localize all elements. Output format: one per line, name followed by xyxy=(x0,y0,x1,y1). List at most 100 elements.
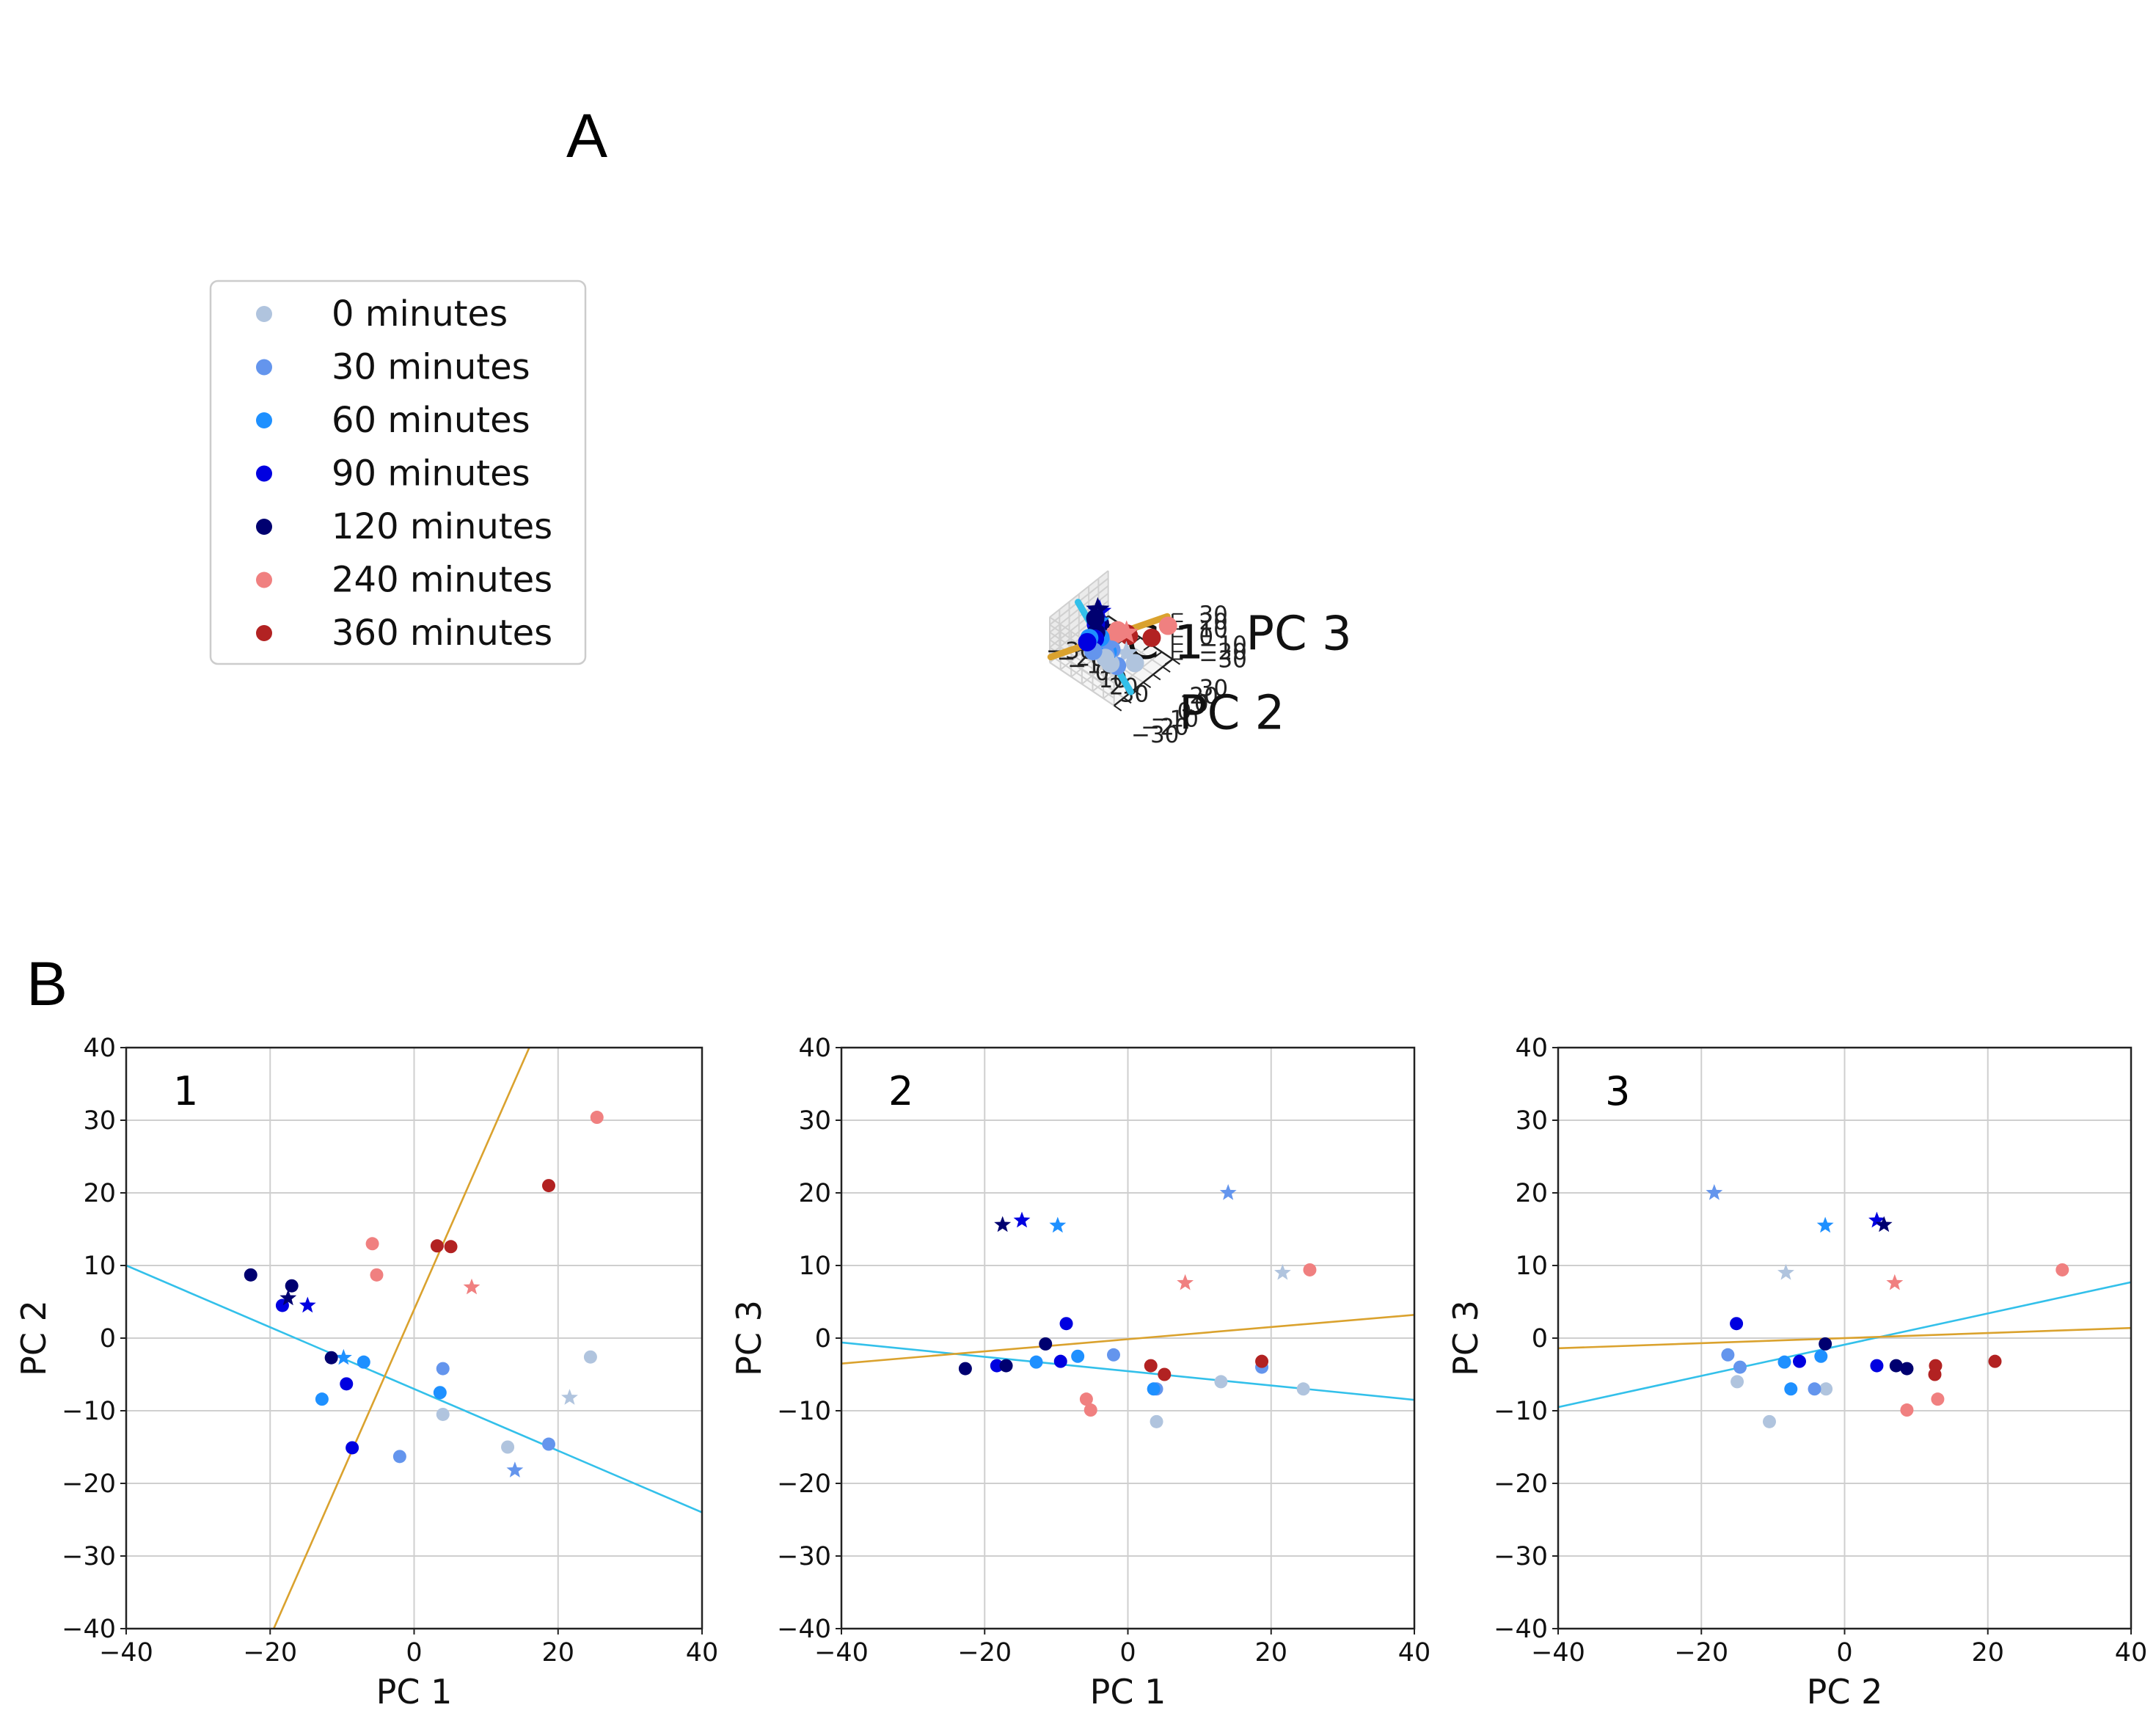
pc2-tick-label: −10 xyxy=(1151,706,1199,733)
legend-label: 240 minutes xyxy=(332,560,552,601)
pc3-tick-label: −10 xyxy=(1199,632,1246,658)
pc3-tick-label: −20 xyxy=(1199,639,1246,665)
y-tick-label: −30 xyxy=(62,1542,116,1571)
pc3-tick-label: 20 xyxy=(1199,609,1227,635)
data-point xyxy=(1158,1367,1172,1381)
pc3-tick-label: 30 xyxy=(1199,602,1227,628)
legend-label: 60 minutes xyxy=(332,400,530,441)
legend-marker xyxy=(256,571,272,588)
data-point-star xyxy=(1086,596,1110,620)
data-point xyxy=(392,1450,406,1464)
pc-line-gold xyxy=(1558,1326,2131,1350)
legend-marker xyxy=(256,306,272,322)
data-point xyxy=(285,1279,299,1293)
x-tick-label: 40 xyxy=(686,1638,719,1668)
x-tick-label: 0 xyxy=(406,1638,422,1668)
data-point xyxy=(244,1268,257,1282)
data-point-star xyxy=(335,1348,352,1365)
data-point xyxy=(1039,1337,1053,1351)
data-point xyxy=(999,1359,1013,1373)
pc3-tick-label: −30 xyxy=(1199,647,1246,673)
data-point xyxy=(1792,1354,1806,1368)
data-point-star xyxy=(1274,1263,1291,1280)
data-point xyxy=(1158,616,1177,635)
pc3-axis-label: PC 3 xyxy=(1246,607,1351,662)
data-point xyxy=(1928,1367,1942,1381)
y-tick-label: 0 xyxy=(815,1324,831,1354)
data-point-star xyxy=(1114,640,1139,664)
x-tick-label: −20 xyxy=(1674,1638,1728,1668)
legend-label: 360 minutes xyxy=(332,613,552,654)
pc2-tick-label: 30 xyxy=(1199,676,1228,702)
data-point xyxy=(1142,628,1161,647)
y-tick-label: −10 xyxy=(62,1397,116,1426)
pc2-tick-label: 0 xyxy=(1177,698,1192,725)
x-axis-label: PC 1 xyxy=(376,1672,453,1712)
pca-3d-plot: −30−20−100102030−30−20−100102030−30−20−1… xyxy=(1046,570,1352,748)
y-tick-label: −40 xyxy=(777,1615,831,1644)
y-axis-label: PC 3 xyxy=(1446,1300,1486,1376)
data-point xyxy=(1147,1382,1161,1396)
x-axis-label: PC 2 xyxy=(1807,1672,1883,1712)
pc2-axis-label: PC 2 xyxy=(1179,687,1285,741)
data-point-star xyxy=(1219,1184,1237,1200)
y-tick-label: 0 xyxy=(1532,1324,1548,1354)
data-point-star xyxy=(994,1216,1012,1232)
data-point xyxy=(1777,1355,1791,1369)
subplot-number: 3 xyxy=(1605,1068,1630,1114)
data-point xyxy=(1303,1263,1317,1276)
x-tick-label: 40 xyxy=(2115,1638,2148,1668)
pca-2d-plot-1: −40 −20 0 20 40 −40 −30 −20 −10 0 10 20 30 40 1 PC 1 PC … xyxy=(14,1034,718,1712)
x-tick-label: −20 xyxy=(243,1638,297,1668)
data-point xyxy=(1296,1382,1310,1396)
y-tick-label: −20 xyxy=(62,1469,116,1499)
data-point xyxy=(1730,1317,1744,1331)
legend-marker xyxy=(256,519,272,535)
data-point xyxy=(436,1407,450,1421)
data-point xyxy=(1784,1382,1798,1396)
y-tick-label: 30 xyxy=(1515,1106,1548,1136)
data-point xyxy=(436,1362,450,1376)
pca-2d-plot-2: −40 −20 0 20 40 −40 −30 −20 −10 0 10 20 30 40 2 PC 1 PC … xyxy=(729,1034,1430,1712)
data-point xyxy=(357,1355,370,1369)
pc-line-blue xyxy=(841,1341,1414,1401)
legend-label: 90 minutes xyxy=(332,453,530,494)
data-point xyxy=(444,1240,458,1254)
y-tick-label: 40 xyxy=(798,1034,831,1063)
x-axis-label: PC 1 xyxy=(1090,1672,1166,1712)
y-tick-label: 40 xyxy=(83,1034,116,1063)
subplot-number: 2 xyxy=(888,1068,913,1114)
y-tick-label: 10 xyxy=(1515,1252,1548,1281)
data-point xyxy=(1150,1414,1163,1428)
y-tick-label: −10 xyxy=(1494,1397,1548,1426)
pc2-tick-label: −20 xyxy=(1141,714,1188,740)
y-tick-label: 0 xyxy=(100,1324,116,1354)
x-tick-label: 0 xyxy=(1836,1638,1852,1668)
legend-marker xyxy=(256,625,272,641)
pc2-tick xyxy=(1142,682,1152,688)
data-point xyxy=(1721,1348,1735,1362)
data-point xyxy=(1059,1317,1073,1331)
y-tick-label: −30 xyxy=(1494,1542,1548,1571)
x-tick-label: 40 xyxy=(1398,1638,1431,1668)
pc2-tick-label: 10 xyxy=(1180,691,1208,717)
pc-line-gold xyxy=(272,1048,530,1629)
data-point xyxy=(1819,1382,1833,1396)
plot-frame xyxy=(1557,1046,2133,1630)
pca-2d-plot-3: −40 −20 0 20 40 −40 −30 −20 −10 0 10 20 30 40 3 PC 2 PC … xyxy=(1446,1034,2147,1712)
y-axis-label: PC 2 xyxy=(14,1300,54,1376)
data-point-star xyxy=(1886,1274,1904,1290)
data-point xyxy=(2055,1263,2069,1276)
data-point-star xyxy=(1049,1216,1067,1233)
data-point xyxy=(1762,1414,1776,1428)
data-point-star xyxy=(1868,1211,1885,1228)
y-tick-label: 10 xyxy=(83,1252,116,1281)
data-point xyxy=(1900,1362,1914,1376)
data-point-star xyxy=(1177,1274,1194,1290)
data-point-star xyxy=(1777,1263,1794,1280)
gridline xyxy=(1049,570,1109,618)
data-point xyxy=(1988,1354,2002,1368)
data-point xyxy=(1731,1375,1744,1389)
y-tick-label: 40 xyxy=(1515,1034,1548,1063)
